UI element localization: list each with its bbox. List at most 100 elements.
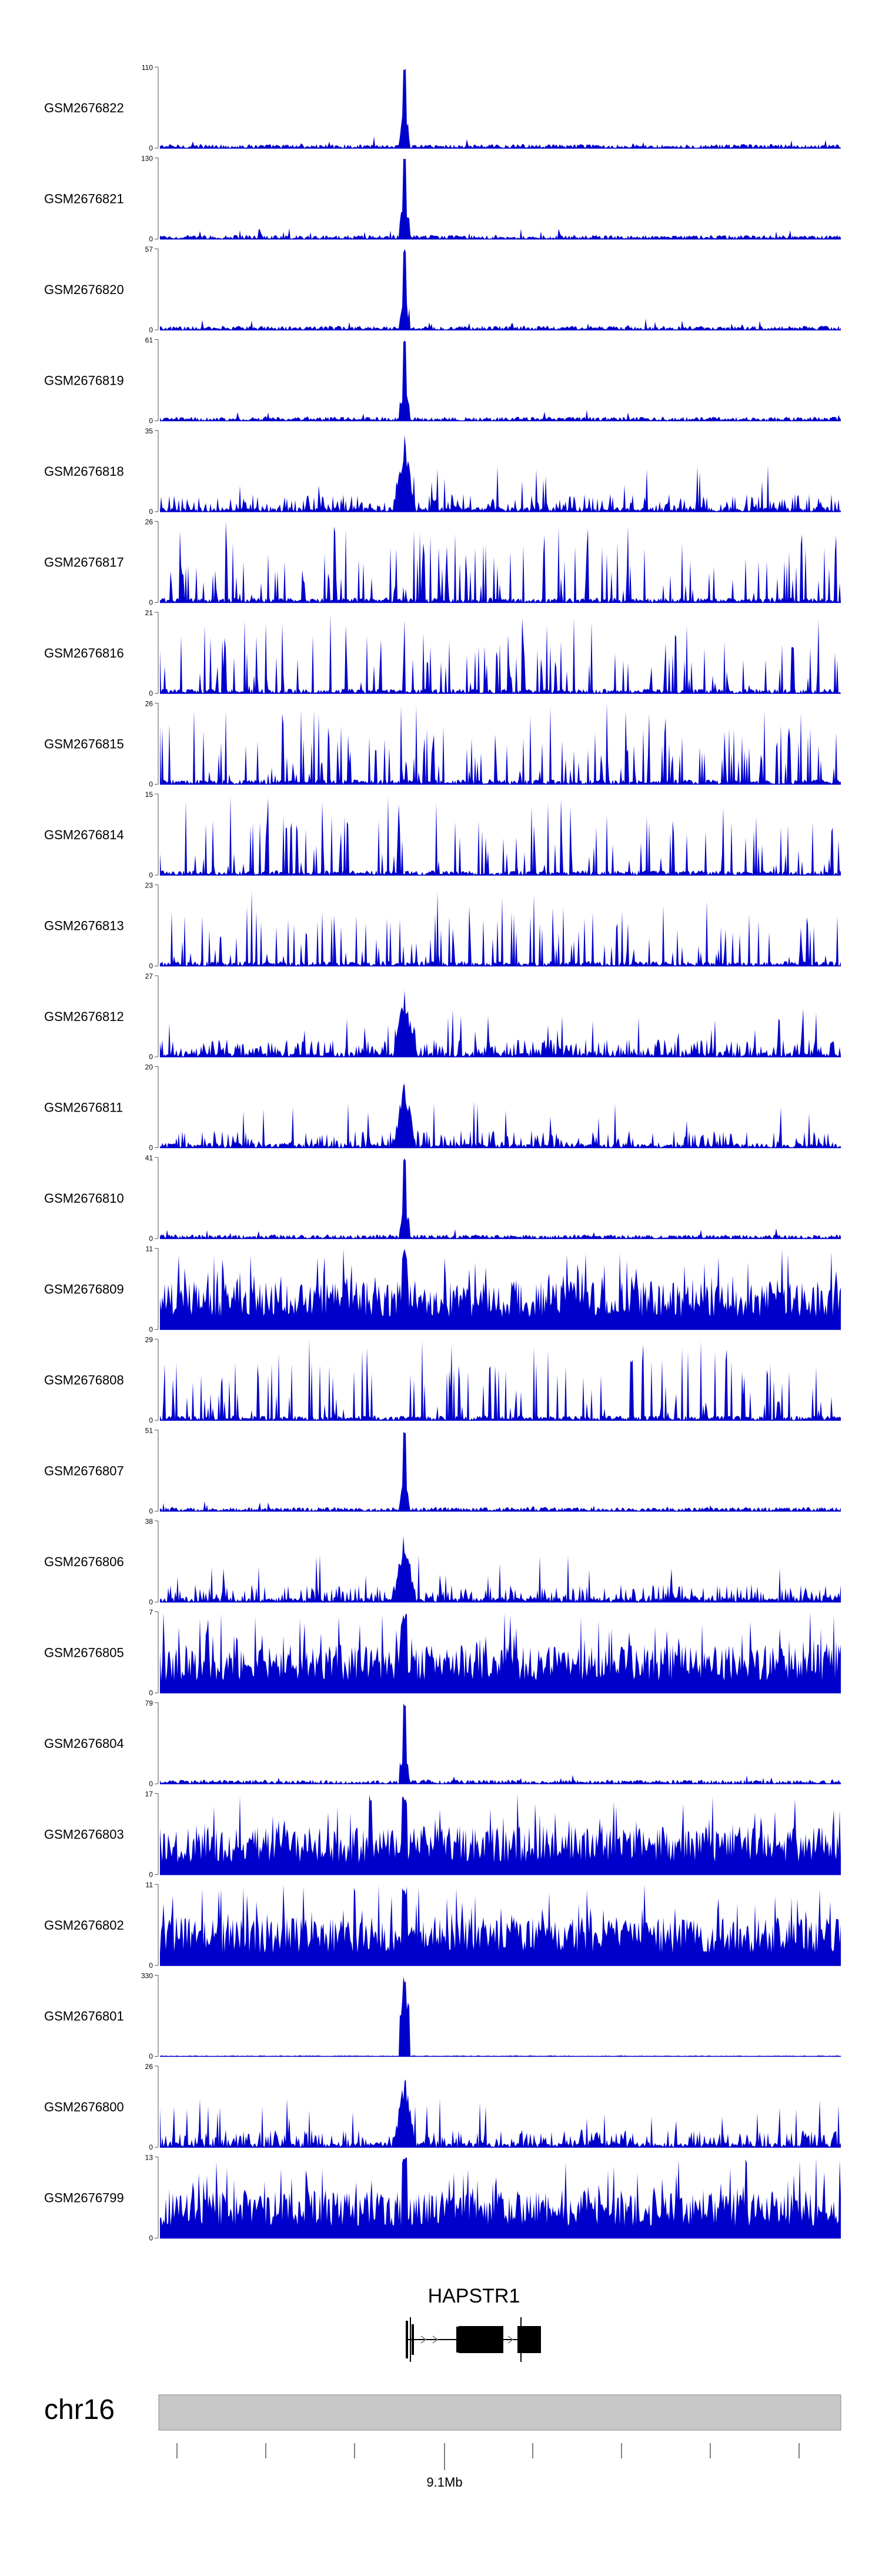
track-label: GSM2676809 [44, 1282, 124, 1297]
track-GSM2676807: GSM2676807 51 0 [44, 1427, 841, 1516]
track-max-label: 38 [145, 1517, 153, 1526]
track-signal-area [160, 249, 841, 330]
gene-strand-arrow-3 [507, 2335, 514, 2344]
track-GSM2676808: GSM2676808 29 0 [44, 1336, 841, 1424]
track-GSM2676809: GSM2676809 11 0 [44, 1245, 841, 1334]
track-min-label: 0 [149, 1689, 153, 1697]
track-min-label: 0 [149, 2234, 153, 2243]
track-label: GSM2676811 [44, 1100, 123, 1115]
track-GSM2676814: GSM2676814 15 0 [44, 790, 841, 879]
track-max-label: 23 [145, 882, 153, 890]
track-label: GSM2676819 [44, 373, 124, 388]
track-signal-area [160, 990, 841, 1057]
track-max-label: 17 [145, 1790, 153, 1798]
track-min-label: 0 [149, 1326, 153, 1334]
track-signal-area [160, 1339, 841, 1420]
track-signal-area [160, 2079, 841, 2147]
track-min-label: 0 [149, 508, 153, 516]
track-min-label: 0 [149, 871, 153, 879]
track-signal-area [160, 1976, 841, 2057]
track-signal-area [160, 1703, 841, 1784]
track-label: GSM2676808 [44, 1373, 124, 1387]
track-max-label: 15 [145, 790, 153, 799]
track-signal-area [160, 158, 841, 239]
gene-strand-arrow-2 [432, 2335, 439, 2344]
track-GSM2676811: GSM2676811 20 0 [44, 1063, 841, 1152]
track-min-label: 0 [149, 1053, 153, 1061]
track-signal-area [160, 1612, 841, 1693]
gene-exon-2 [412, 2324, 414, 2355]
track-min-label: 0 [149, 326, 153, 334]
track-max-label: 41 [145, 1154, 153, 1162]
track-min-label: 0 [149, 2143, 153, 2151]
track-max-label: 330 [141, 1972, 153, 1980]
track-max-label: 11 [146, 1245, 153, 1253]
gene-exon-4 [459, 2326, 503, 2353]
track-GSM2676812: GSM2676812 27 0 [44, 972, 841, 1061]
track-max-label: 26 [145, 518, 153, 526]
track-max-label: 51 [145, 1427, 153, 1435]
track-GSM2676816: GSM2676816 21 0 [44, 609, 841, 698]
track-signal-area [160, 614, 841, 693]
signal-tracks: GSM26768221100GSM26768211300GSM267682057… [44, 64, 841, 2243]
track-max-label: 29 [145, 1336, 153, 1344]
track-GSM2676803: GSM2676803 17 0 [44, 1790, 841, 1879]
track-signal-area [160, 435, 841, 512]
track-signal-area [160, 1884, 841, 1966]
track-min-label: 0 [149, 2053, 153, 2061]
track-label: GSM2676815 [44, 737, 124, 752]
track-label: GSM2676802 [44, 1918, 124, 1933]
track-max-label: 11 [146, 1881, 153, 1889]
track-min-label: 0 [149, 962, 153, 970]
track-GSM2676822: GSM2676822 110 0 [44, 64, 841, 152]
chromosome-ruler [176, 2443, 800, 2470]
track-max-label: 79 [145, 1699, 153, 1707]
track-max-label: 20 [145, 1063, 153, 1072]
track-max-label: 27 [145, 972, 153, 980]
gene-track: HAPSTR1 [406, 2285, 541, 2362]
track-GSM2676821: GSM2676821 130 0 [44, 155, 841, 243]
track-label: GSM2676821 [44, 192, 124, 206]
track-max-label: 35 [145, 427, 153, 435]
track-max-label: 26 [145, 700, 153, 708]
track-max-label: 130 [141, 155, 153, 163]
track-max-label: 57 [145, 245, 153, 253]
track-label: GSM2676804 [44, 1736, 124, 1751]
track-label: GSM2676820 [44, 282, 124, 297]
track-min-label: 0 [149, 780, 153, 789]
track-min-label: 0 [149, 1961, 153, 1970]
track-GSM2676818: GSM2676818 35 0 [44, 427, 841, 516]
track-GSM2676800: GSM2676800 26 0 [44, 2063, 841, 2151]
track-label: GSM2676801 [44, 2009, 124, 2024]
track-GSM2676804: GSM2676804 79 0 [44, 1699, 841, 1788]
track-label: GSM2676813 [44, 919, 124, 933]
track-label: GSM2676807 [44, 1464, 124, 1479]
track-signal-area [160, 522, 841, 603]
track-max-label: 61 [145, 336, 153, 345]
track-GSM2676802: GSM2676802 11 0 [44, 1881, 841, 1970]
track-signal-area [160, 1536, 841, 1602]
track-label: GSM2676816 [44, 646, 124, 660]
track-signal-area [160, 2157, 841, 2238]
track-GSM2676810: GSM2676810 41 0 [44, 1154, 841, 1243]
track-label: GSM2676803 [44, 1827, 124, 1842]
track-signal-area [160, 1158, 841, 1239]
gene-exon-1 [406, 2321, 408, 2358]
track-min-label: 0 [149, 1507, 153, 1516]
track-GSM2676799: GSM2676799 13 0 [44, 2154, 841, 2243]
gene-name: HAPSTR1 [428, 2285, 520, 2307]
track-max-label: 26 [145, 2063, 153, 2071]
track-GSM2676801: GSM2676801 330 0 [44, 1972, 841, 2061]
track-min-label: 0 [149, 1780, 153, 1788]
chromosome-band [158, 2394, 841, 2431]
track-label: GSM2676810 [44, 1191, 124, 1206]
chromosome-label: chr16 [44, 2394, 115, 2425]
track-label: GSM2676822 [44, 101, 124, 115]
track-min-label: 0 [149, 689, 153, 698]
track-label: GSM2676818 [44, 464, 124, 479]
track-min-label: 0 [149, 599, 153, 607]
gene-exon-3 [456, 2327, 459, 2353]
track-signal-area [160, 341, 841, 421]
track-signal-area [160, 1083, 841, 1148]
gene-strand-arrow-1 [420, 2335, 427, 2344]
